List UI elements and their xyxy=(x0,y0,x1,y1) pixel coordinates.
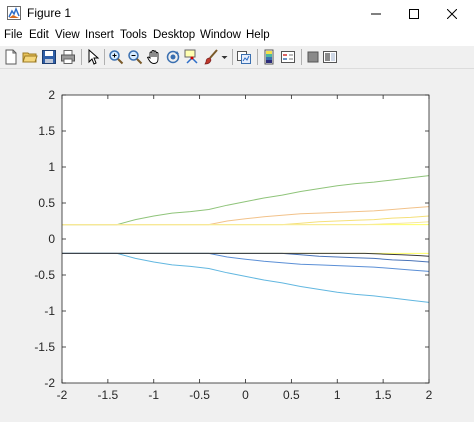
x-tick-label: 1 xyxy=(334,388,341,402)
brush-icon[interactable] xyxy=(203,49,219,65)
y-tick-label: 0.5 xyxy=(38,196,55,210)
series-line-9 xyxy=(62,221,430,226)
legend-icon[interactable] xyxy=(280,49,296,65)
menu-insert[interactable]: Insert xyxy=(85,29,114,41)
menu-edit[interactable]: Edit xyxy=(29,29,49,41)
pan-hand-icon[interactable] xyxy=(146,49,162,65)
toolbar-separator xyxy=(104,49,105,65)
matlab-figure-icon xyxy=(7,6,21,20)
menu-view[interactable]: View xyxy=(55,29,80,41)
minimize-icon xyxy=(371,13,381,14)
menu-help[interactable]: Help xyxy=(246,29,270,41)
hide-plot-tools-icon[interactable] xyxy=(305,49,321,65)
window-titlebar: Figure 1 xyxy=(0,0,474,27)
x-tick-label: -1 xyxy=(148,388,159,402)
brush-dropdown-icon[interactable] xyxy=(220,49,229,65)
zoom-in-icon[interactable] xyxy=(108,49,124,65)
minimize-button[interactable] xyxy=(354,0,398,27)
y-tick-label: -2 xyxy=(44,376,55,390)
series-line-8 xyxy=(62,252,430,263)
y-tick-label: 1.5 xyxy=(38,124,55,138)
open-file-icon[interactable] xyxy=(22,49,38,65)
x-tick-label: 1.5 xyxy=(375,388,392,402)
menu-window[interactable]: Window xyxy=(200,29,241,41)
series-line-5 xyxy=(62,206,430,226)
line-plot[interactable]: -2 -1.5 -1 -0.5 0 0.5 1 1.5 2 -2 -1.5 -1 -0.5 0 0.5 1 1.… xyxy=(0,69,474,422)
menu-tools[interactable]: Tools xyxy=(120,29,147,41)
link-plot-icon[interactable] xyxy=(236,49,252,65)
print-icon[interactable] xyxy=(60,49,76,65)
x-tick-label: -1.5 xyxy=(98,388,119,402)
colorbar-icon[interactable] xyxy=(261,49,277,65)
save-icon[interactable] xyxy=(41,49,57,65)
series-line-6 xyxy=(62,252,430,272)
toolbar-separator xyxy=(232,49,233,65)
menu-file[interactable]: File xyxy=(4,29,23,41)
toolbar-separator xyxy=(257,49,258,65)
y-tick-label: 2 xyxy=(48,88,55,102)
x-tick-label: 2 xyxy=(426,388,433,402)
x-tick-label: 0 xyxy=(242,388,249,402)
menu-desktop[interactable]: Desktop xyxy=(153,29,196,41)
maximize-icon xyxy=(409,8,419,19)
toolbar-separator xyxy=(301,49,302,65)
window-title: Figure 1 xyxy=(27,6,72,20)
zoom-out-icon[interactable] xyxy=(127,49,143,65)
y-tick-label: -1.5 xyxy=(34,340,55,354)
pointer-icon[interactable] xyxy=(85,49,101,65)
new-figure-icon[interactable] xyxy=(3,49,19,65)
maximize-button[interactable] xyxy=(392,0,436,27)
close-button[interactable] xyxy=(430,0,474,27)
x-tick-label: -2 xyxy=(57,388,68,402)
x-tick-label: -0.5 xyxy=(189,388,210,402)
axes-background xyxy=(62,95,429,383)
series-line-10 xyxy=(62,252,430,257)
y-tick-label: -1 xyxy=(44,304,55,318)
menu-bar: File Edit View Insert Tools Desktop Wind… xyxy=(0,27,474,46)
series-line-4 xyxy=(62,252,430,303)
series-line-3 xyxy=(62,175,430,226)
y-tick-label: -0.5 xyxy=(34,268,55,282)
close-icon xyxy=(447,8,457,19)
y-tick-label: 0 xyxy=(48,232,55,246)
figure-toolbar xyxy=(0,46,474,69)
y-tick-label: 1 xyxy=(48,160,55,174)
series-line-7 xyxy=(62,215,430,226)
figure-canvas: -2 -1.5 -1 -0.5 0 0.5 1 1.5 2 -2 -1.5 -1 -0.5 0 0.5 1 1.… xyxy=(0,69,474,422)
rotate-3d-icon[interactable] xyxy=(165,49,181,65)
toolbar-separator xyxy=(81,49,82,65)
x-tick-label: 0.5 xyxy=(283,388,300,402)
data-cursor-icon[interactable] xyxy=(184,49,200,65)
show-plot-tools-icon[interactable] xyxy=(322,49,338,65)
